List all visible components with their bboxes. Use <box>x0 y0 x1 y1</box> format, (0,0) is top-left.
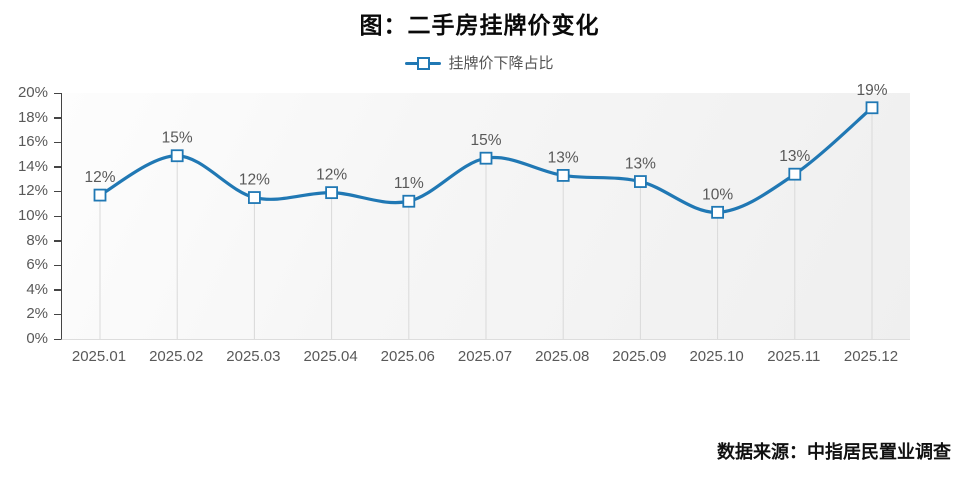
y-axis-tick <box>54 166 61 168</box>
y-axis-tick <box>54 117 61 119</box>
y-axis-tick-label: 14% <box>17 157 48 175</box>
x-axis-label: 2025.04 <box>303 348 358 365</box>
data-point-marker[interactable] <box>402 194 416 208</box>
x-axis-label: 2025.11 <box>767 348 821 365</box>
legend-square-icon <box>417 56 431 70</box>
data-point-marker[interactable] <box>711 205 724 219</box>
legend-label: 挂牌价下降占比 <box>448 55 554 72</box>
y-axis-tick-label: 20% <box>17 84 48 101</box>
legend-line-square-icon <box>405 56 442 70</box>
y-axis-tick-label: 2% <box>26 305 48 323</box>
y-axis-tick <box>54 240 61 242</box>
x-axis-label: 2025.03 <box>226 348 281 365</box>
y-axis-tick <box>54 141 61 144</box>
y-axis-tick <box>54 92 61 94</box>
y-axis-tick <box>54 264 61 267</box>
data-point-label: 13% <box>548 149 579 166</box>
y-axis-tick-label: 12% <box>17 182 48 200</box>
y-axis-tick-label: 4% <box>26 280 48 298</box>
y-axis-tick-label: 6% <box>26 256 48 274</box>
data-point-marker[interactable] <box>325 186 339 200</box>
data-point-marker[interactable] <box>247 191 261 204</box>
x-axis-label: 2025.10 <box>689 348 744 365</box>
x-axis-label: 2025.06 <box>380 348 435 365</box>
y-axis-tick-label: 0% <box>26 330 48 347</box>
series-svg: 12% 15% 12% 12% 11% 15% 13% 13% 10% 13% 19% <box>84 82 888 339</box>
y-axis-tick-label: 10% <box>17 207 48 224</box>
y-axis-tick-label: 18% <box>17 108 48 126</box>
plot-area: 12% 15% 12% 12% 11% 15% 13% 13% 10% 13% 19% <box>61 82 910 340</box>
y-axis-tick-label: 16% <box>17 133 48 151</box>
data-point-label: 13% <box>625 156 656 173</box>
y-axis-tick <box>54 338 61 340</box>
data-point-marker[interactable] <box>556 169 570 182</box>
data-point-label: 10% <box>702 186 733 203</box>
data-point-label: 12% <box>239 172 270 189</box>
y-axis-tick <box>54 313 61 316</box>
data-point-label: 11% <box>394 175 424 192</box>
x-axis-label: 2025.09 <box>612 348 667 365</box>
x-axis-label: 2025.12 <box>843 348 899 365</box>
legend[interactable]: 挂牌价下降占比 <box>0 52 959 73</box>
data-point-label: 15% <box>470 132 501 149</box>
chart-title: 图：二手房挂牌价变化 <box>359 12 600 38</box>
data-point-label: 12% <box>84 169 115 186</box>
y-axis-tick <box>54 289 61 291</box>
data-point-marker[interactable] <box>788 167 802 181</box>
data-point-label: 15% <box>162 130 193 147</box>
data-point-marker[interactable] <box>634 175 647 188</box>
data-source: 数据来源：中指居民置业调查 <box>717 442 951 462</box>
x-axis-label: 2025.07 <box>457 348 513 365</box>
y-axis-tick-label: 8% <box>26 231 48 249</box>
y-axis-tick <box>54 190 61 193</box>
data-point-marker[interactable] <box>170 149 184 163</box>
y-axis: 0% 2% 4% 6% 8% 10% 12% 14% 16% 18% 20% <box>0 84 61 347</box>
x-axis: 2025.01 2025.02 2025.03 2025.04 2025.06 2025.… <box>61 348 909 370</box>
data-point-label: 19% <box>856 82 887 99</box>
x-axis-label: 2025.08 <box>535 348 590 365</box>
y-axis-tick <box>54 215 61 217</box>
data-point-label: 12% <box>316 167 347 184</box>
x-axis-label: 2025.01 <box>71 348 127 365</box>
data-point-marker[interactable] <box>865 101 879 115</box>
x-axis-label: 2025.02 <box>149 348 204 365</box>
data-point-marker[interactable] <box>93 188 107 202</box>
data-point-marker[interactable] <box>479 151 493 165</box>
data-point-label: 13% <box>779 148 810 165</box>
